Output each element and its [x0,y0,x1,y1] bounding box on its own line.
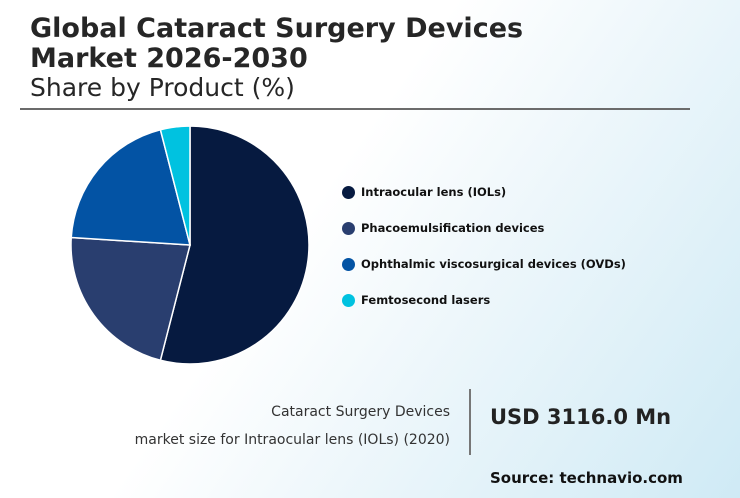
pie-slice-intraocular-lens-iols [159,125,310,365]
legend-label: Ophthalmic viscosurgical devices (OVDs) [361,257,626,271]
chart-title: Global Cataract Surgery Devices Market 2… [30,14,523,74]
legend-item: Femtosecond lasers [342,282,626,318]
legend-swatch [342,293,355,307]
market-value: USD 3116.0 Mn [490,405,672,429]
pie-slice-phacoemulsification-devices [70,236,191,362]
chart-subtitle: Share by Product (%) [30,73,295,102]
source-credit: Source: technavio.com [490,469,683,487]
chart-legend: Intraocular lens (IOLs) Phacoemulsificat… [342,174,626,318]
legend-swatch [342,185,355,199]
header-divider [20,108,690,110]
market-size-caption: Cataract Surgery Devices market size for… [135,398,450,454]
footer-divider [469,389,471,455]
legend-label: Intraocular lens (IOLs) [361,185,507,199]
pie-chart [70,125,310,365]
pie-slice-ophthalmic-viscosurgical-devices-ovds [70,128,191,246]
pie-slice-femtosecond-lasers [159,125,191,246]
title-line-2: Market 2026-2030 [30,43,308,74]
legend-item: Intraocular lens (IOLs) [342,174,626,210]
caption-line-1: Cataract Surgery Devices [271,404,450,420]
legend-item: Ophthalmic viscosurgical devices (OVDs) [342,246,626,282]
legend-swatch [342,257,355,271]
caption-line-2: market size for Intraocular lens (IOLs) … [134,432,450,448]
legend-label: Phacoemulsification devices [361,221,545,235]
legend-label: Femtosecond lasers [361,293,491,307]
legend-item: Phacoemulsification devices [342,210,626,246]
title-line-1: Global Cataract Surgery Devices [30,13,524,44]
legend-swatch [342,221,355,235]
